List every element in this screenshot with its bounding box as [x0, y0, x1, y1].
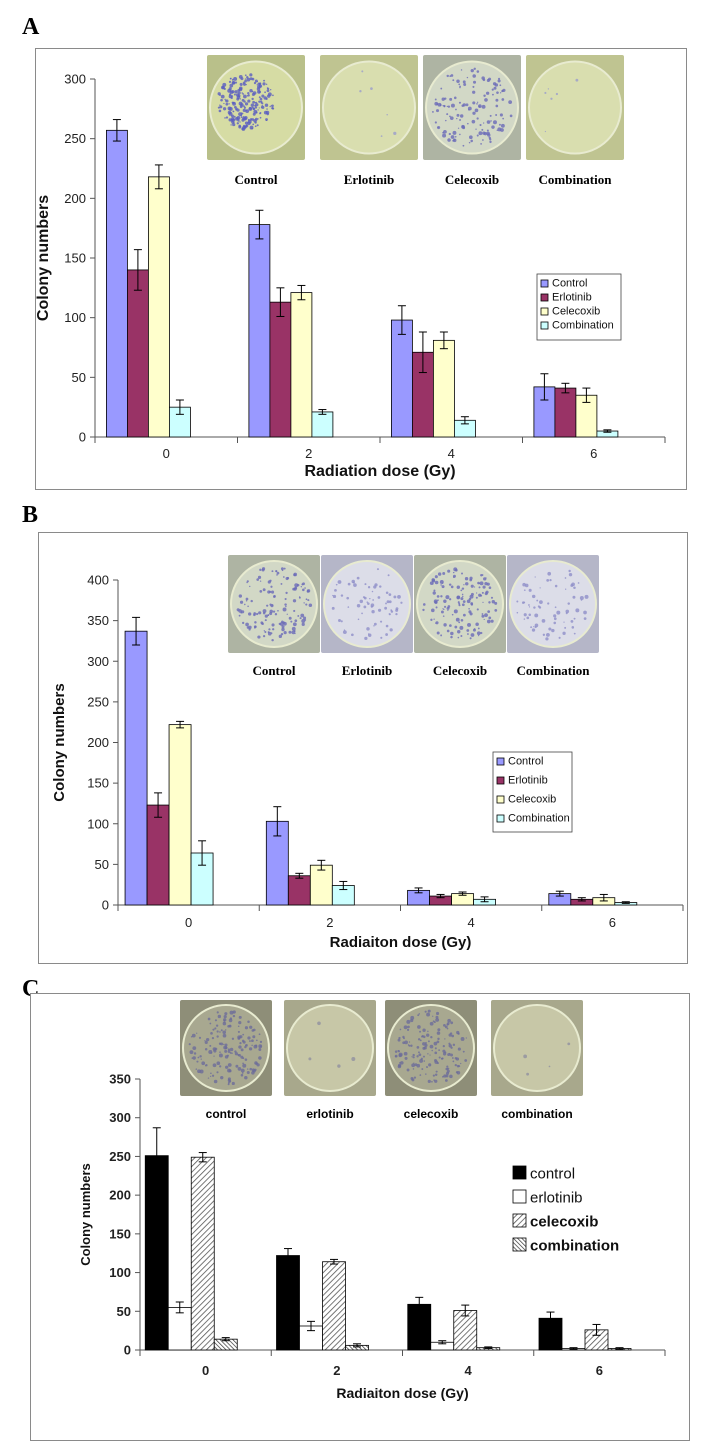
- photo-label-control: Control: [252, 663, 296, 678]
- photo-label-celecoxib: Celecoxib: [444, 172, 500, 187]
- photo-label-combination: Combination: [538, 172, 612, 187]
- photo-label-combination: Combination: [516, 663, 590, 678]
- dish-photo-celecoxib: [385, 1000, 477, 1096]
- photo-label-erlotinib: erlotinib: [306, 1107, 354, 1121]
- photo-label-celecoxib: Celecoxib: [432, 663, 488, 678]
- photo-label-erlotinib: Erlotinib: [341, 663, 393, 678]
- dish-photo-combination: [507, 555, 599, 653]
- dish-photo-combination: [491, 1000, 583, 1096]
- photo-label-control: control: [205, 1107, 247, 1121]
- photo-label-combination: combination: [501, 1107, 573, 1121]
- dish-photo-celecoxib: [423, 55, 521, 160]
- dish-photo-erlotinib: [284, 1000, 376, 1096]
- photo-label-control: Control: [234, 172, 278, 187]
- dish-photo-erlotinib: [321, 555, 413, 653]
- dish-photo-erlotinib: [320, 55, 418, 160]
- dish-photo-control: [180, 1000, 272, 1096]
- photo-label-erlotinib: Erlotinib: [343, 172, 395, 187]
- dish-photo-control: [207, 55, 305, 160]
- dish-photo-control: [228, 555, 320, 653]
- panel-letter-a: A: [22, 14, 40, 40]
- dish-photo-celecoxib: [414, 555, 506, 653]
- photo-label-celecoxib: celecoxib: [403, 1107, 459, 1121]
- panel-letter-b: B: [22, 502, 39, 528]
- dish-photo-combination: [526, 55, 624, 160]
